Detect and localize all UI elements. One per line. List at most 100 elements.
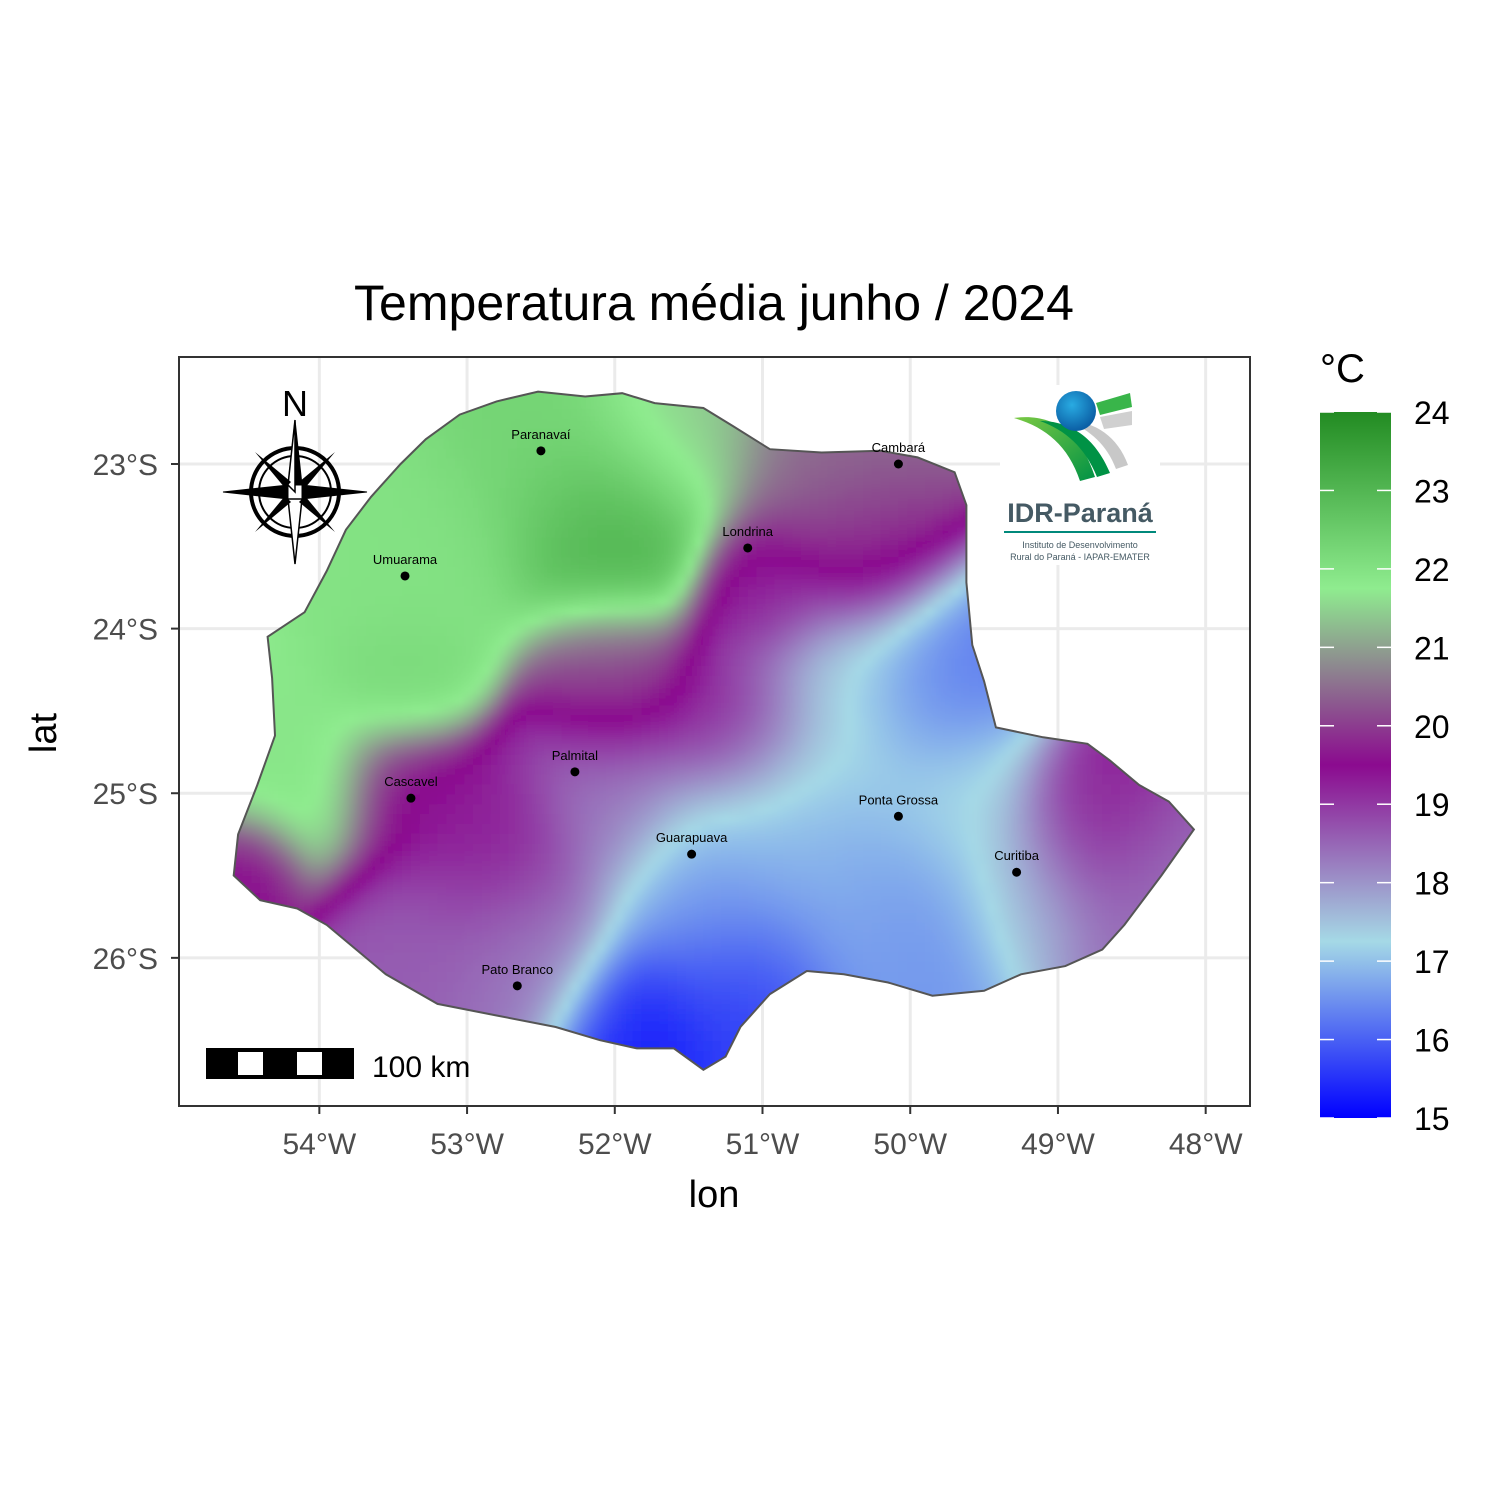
raster-cell — [597, 635, 607, 647]
raster-cell — [756, 901, 767, 913]
raster-cell — [473, 980, 483, 992]
raster-cell — [526, 615, 537, 627]
raster-cell — [668, 556, 678, 568]
raster-cell — [703, 941, 714, 953]
raster-cell — [809, 585, 820, 597]
raster-cell — [676, 842, 687, 854]
raster-cell — [818, 506, 829, 518]
raster-cell — [561, 961, 572, 972]
raster-cell — [668, 615, 678, 627]
raster-cell — [331, 694, 342, 706]
raster-cell — [366, 635, 377, 647]
raster-cell — [747, 990, 758, 1002]
raster-cell — [756, 724, 767, 735]
raster-cell — [313, 793, 324, 805]
raster-cell — [800, 961, 811, 972]
raster-cell — [348, 625, 359, 637]
raster-cell — [366, 625, 377, 637]
raster-cell — [579, 664, 590, 676]
raster-cell — [623, 980, 634, 992]
raster-cell — [730, 832, 740, 844]
raster-cell — [685, 832, 696, 844]
raster-cell — [419, 496, 430, 508]
raster-cell — [419, 437, 430, 449]
raster-cell — [535, 1000, 545, 1012]
raster-cell — [331, 882, 342, 893]
raster-cell — [623, 427, 634, 439]
raster-cell — [499, 813, 510, 824]
raster-cell — [464, 437, 474, 449]
raster-cell — [783, 852, 794, 864]
raster-cell — [579, 872, 590, 884]
raster-cell — [747, 872, 758, 884]
raster-cell — [738, 971, 749, 982]
raster-cell — [676, 783, 687, 795]
raster-cell — [721, 635, 731, 647]
raster-cell — [659, 625, 669, 637]
raster-cell — [357, 803, 368, 814]
raster-cell — [703, 546, 714, 558]
raster-cell — [694, 714, 705, 726]
raster-cell — [473, 506, 483, 518]
raster-cell — [614, 427, 625, 439]
raster-cell — [712, 605, 723, 617]
raster-cell — [676, 655, 687, 666]
raster-cell — [676, 408, 687, 419]
raster-cell — [676, 763, 687, 775]
raster-cell — [402, 477, 412, 489]
raster-cell — [419, 911, 430, 923]
raster-cell — [694, 477, 705, 489]
raster-cell — [473, 684, 483, 696]
raster-cell — [552, 822, 563, 834]
raster-cell — [473, 674, 483, 686]
raster-cell — [800, 822, 811, 834]
raster-cell — [535, 467, 545, 479]
raster-cell — [233, 862, 244, 874]
raster-cell — [605, 674, 616, 686]
raster-cell — [446, 961, 457, 972]
raster-cell — [304, 664, 315, 676]
raster-cell — [668, 457, 678, 469]
raster-cell — [756, 832, 767, 844]
raster-cell — [481, 477, 492, 489]
raster-cell — [738, 526, 749, 538]
raster-cell — [446, 911, 457, 923]
raster-cell — [402, 664, 412, 676]
raster-cell — [393, 773, 404, 785]
raster-cell — [747, 546, 758, 558]
raster-cell — [756, 931, 767, 943]
raster-cell — [499, 398, 510, 410]
raster-cell — [490, 664, 501, 676]
raster-cell — [641, 773, 652, 785]
raster-cell — [402, 803, 412, 814]
raster-cell — [410, 892, 421, 903]
raster-cell — [402, 595, 412, 607]
raster-cell — [499, 655, 510, 666]
raster-cell — [809, 921, 820, 933]
raster-cell — [650, 427, 661, 439]
raster-cell — [322, 803, 333, 814]
raster-cell — [331, 743, 342, 755]
raster-cell — [464, 487, 474, 498]
raster-cell — [721, 674, 731, 686]
raster-cell — [384, 901, 395, 913]
raster-cell — [322, 635, 333, 647]
raster-cell — [526, 763, 537, 775]
raster-cell — [597, 714, 607, 726]
raster-cell — [384, 496, 395, 508]
raster-cell — [428, 803, 439, 814]
raster-cell — [481, 892, 492, 903]
raster-cell — [428, 980, 439, 992]
raster-cell — [455, 921, 466, 933]
raster-cell — [605, 882, 616, 893]
raster-cell — [455, 496, 466, 508]
raster-cell — [668, 901, 678, 913]
raster-cell — [295, 753, 306, 765]
raster-cell — [774, 655, 785, 666]
raster-cell — [322, 625, 333, 637]
raster-cell — [668, 951, 678, 963]
raster-cell — [517, 655, 528, 666]
raster-cell — [499, 605, 510, 617]
raster-cell — [526, 516, 537, 528]
raster-cell — [384, 842, 395, 854]
